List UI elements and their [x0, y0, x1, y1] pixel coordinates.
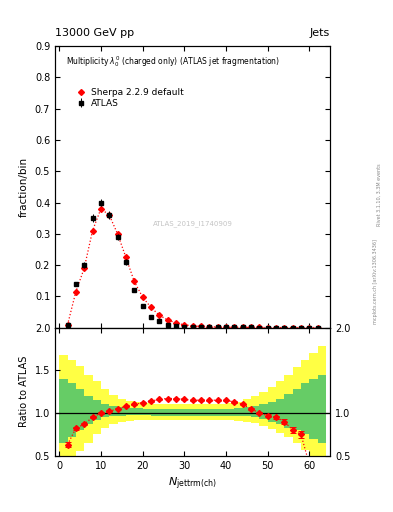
Sherpa 2.2.9 default [123, 254, 128, 260]
Sherpa 2.2.9 default [99, 206, 103, 212]
Sherpa 2.2.9 default [299, 325, 303, 331]
Sherpa 2.2.9 default [107, 212, 112, 218]
Sherpa 2.2.9 default [65, 322, 70, 328]
X-axis label: $N_{\mathrm{jettrm(ch)}}$: $N_{\mathrm{jettrm(ch)}}$ [168, 476, 217, 493]
Sherpa 2.2.9 default [290, 325, 295, 331]
Text: 13000 GeV pp: 13000 GeV pp [55, 28, 134, 38]
Text: ATLAS_2019_I1740909: ATLAS_2019_I1740909 [152, 220, 233, 227]
Y-axis label: fraction/bin: fraction/bin [19, 157, 29, 217]
Text: Multiplicity $\lambda_0^0$ (charged only) (ATLAS jet fragmentation): Multiplicity $\lambda_0^0$ (charged only… [66, 55, 280, 70]
Sherpa 2.2.9 default [248, 325, 253, 331]
Text: Rivet 3.1.10, 3.3M events: Rivet 3.1.10, 3.3M events [377, 163, 382, 226]
Sherpa 2.2.9 default [149, 304, 153, 310]
Sherpa 2.2.9 default [315, 325, 320, 331]
Legend: Sherpa 2.2.9 default, ATLAS: Sherpa 2.2.9 default, ATLAS [70, 84, 188, 112]
Sherpa 2.2.9 default [274, 325, 278, 331]
Text: Jets: Jets [310, 28, 330, 38]
Line: Sherpa 2.2.9 default: Sherpa 2.2.9 default [66, 207, 320, 330]
Sherpa 2.2.9 default [265, 325, 270, 331]
Sherpa 2.2.9 default [115, 231, 120, 237]
Sherpa 2.2.9 default [198, 324, 203, 330]
Sherpa 2.2.9 default [140, 294, 145, 300]
Y-axis label: Ratio to ATLAS: Ratio to ATLAS [19, 356, 29, 428]
Sherpa 2.2.9 default [182, 322, 187, 328]
Sherpa 2.2.9 default [174, 320, 178, 326]
Sherpa 2.2.9 default [257, 325, 262, 331]
Sherpa 2.2.9 default [282, 325, 286, 331]
Sherpa 2.2.9 default [207, 324, 211, 330]
Text: mcplots.cern.ch [arXiv:1306.3436]: mcplots.cern.ch [arXiv:1306.3436] [373, 239, 378, 324]
Sherpa 2.2.9 default [157, 312, 162, 318]
Sherpa 2.2.9 default [82, 265, 86, 271]
Sherpa 2.2.9 default [215, 324, 220, 330]
Sherpa 2.2.9 default [224, 324, 228, 330]
Sherpa 2.2.9 default [73, 289, 78, 295]
Sherpa 2.2.9 default [165, 317, 170, 323]
Sherpa 2.2.9 default [132, 279, 137, 285]
Sherpa 2.2.9 default [240, 324, 245, 330]
Sherpa 2.2.9 default [232, 324, 237, 330]
Sherpa 2.2.9 default [90, 228, 95, 234]
Sherpa 2.2.9 default [307, 325, 312, 331]
Sherpa 2.2.9 default [190, 323, 195, 329]
